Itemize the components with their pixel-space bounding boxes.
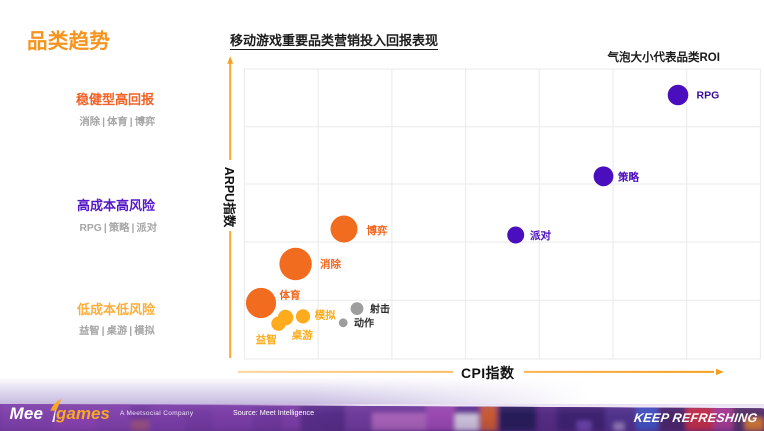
- svg-text:RPG: RPG: [697, 90, 720, 102]
- svg-text:益智: 益智: [256, 333, 277, 346]
- svg-text:消除: 消除: [320, 258, 341, 271]
- svg-text:模拟: 模拟: [315, 309, 336, 322]
- svg-text:策略: 策略: [617, 171, 639, 184]
- svg-text:桌游: 桌游: [291, 329, 313, 342]
- svg-text:动作: 动作: [354, 316, 374, 329]
- svg-text:射击: 射击: [369, 302, 390, 315]
- svg-text:博弈: 博弈: [367, 224, 388, 237]
- svg-text:体育: 体育: [280, 289, 301, 302]
- svg-text:派对: 派对: [530, 229, 551, 242]
